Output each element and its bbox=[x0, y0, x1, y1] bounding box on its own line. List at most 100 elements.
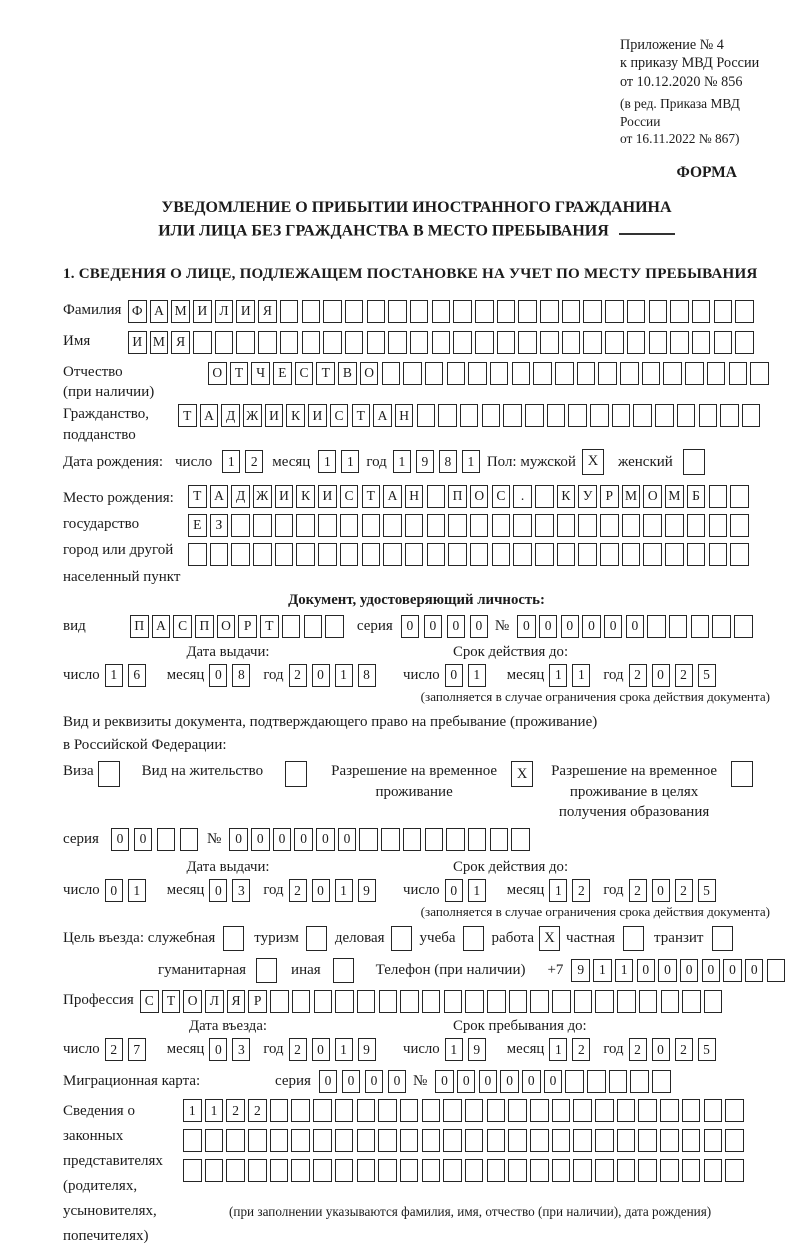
char-cell[interactable] bbox=[530, 1099, 549, 1123]
char-cell[interactable]: П bbox=[195, 614, 214, 638]
char-cell[interactable]: Р bbox=[238, 614, 257, 638]
purpose-work-checkbox[interactable]: X bbox=[539, 926, 561, 952]
char-cell[interactable] bbox=[214, 330, 234, 354]
temp-permit-checkbox[interactable]: X bbox=[511, 761, 534, 788]
char-cell[interactable] bbox=[513, 513, 532, 537]
char-cell[interactable]: 0 bbox=[651, 663, 670, 687]
char-cell[interactable] bbox=[281, 614, 301, 638]
char-cell[interactable]: 0 bbox=[456, 1070, 476, 1094]
char-cell[interactable] bbox=[734, 614, 753, 638]
char-cell[interactable] bbox=[486, 1159, 506, 1183]
char-cell[interactable] bbox=[378, 1099, 397, 1123]
char-cell[interactable] bbox=[676, 404, 696, 428]
char-cell[interactable] bbox=[641, 361, 661, 385]
char-cell[interactable] bbox=[378, 990, 398, 1014]
char-cell[interactable]: 0 bbox=[209, 879, 228, 903]
char-cell[interactable] bbox=[712, 614, 731, 638]
char-cell[interactable]: Д bbox=[221, 404, 240, 428]
char-cell[interactable] bbox=[708, 484, 727, 508]
char-cell[interactable] bbox=[236, 330, 255, 354]
char-cell[interactable] bbox=[686, 542, 706, 566]
char-cell[interactable] bbox=[301, 330, 320, 354]
char-cell[interactable]: 1 bbox=[334, 663, 353, 687]
char-cell[interactable] bbox=[665, 513, 684, 537]
char-cell[interactable] bbox=[468, 361, 487, 385]
char-cell[interactable] bbox=[508, 1159, 527, 1183]
char-cell[interactable] bbox=[706, 361, 726, 385]
char-cell[interactable] bbox=[356, 1129, 375, 1153]
char-cell[interactable] bbox=[725, 1099, 744, 1123]
char-cell[interactable] bbox=[552, 990, 571, 1014]
char-cell[interactable]: 1 bbox=[572, 663, 591, 687]
purpose-official-checkbox[interactable] bbox=[223, 926, 245, 952]
char-cell[interactable] bbox=[735, 330, 754, 354]
char-cell[interactable] bbox=[426, 542, 446, 566]
char-cell[interactable] bbox=[616, 1099, 636, 1123]
char-cell[interactable]: 0 bbox=[444, 663, 463, 687]
char-cell[interactable]: 1 bbox=[127, 879, 146, 903]
char-cell[interactable] bbox=[583, 330, 602, 354]
char-cell[interactable] bbox=[660, 1129, 679, 1153]
char-cell[interactable]: 0 bbox=[316, 828, 335, 852]
char-cell[interactable]: 1 bbox=[318, 450, 337, 474]
char-cell[interactable]: О bbox=[359, 361, 379, 385]
char-cell[interactable]: 2 bbox=[674, 1038, 693, 1062]
char-cell[interactable] bbox=[621, 513, 641, 537]
char-cell[interactable] bbox=[643, 542, 662, 566]
char-cell[interactable]: М bbox=[149, 330, 169, 354]
purpose-other-checkbox[interactable] bbox=[332, 958, 354, 984]
char-cell[interactable] bbox=[626, 299, 646, 323]
char-cell[interactable]: 5 bbox=[697, 879, 716, 903]
char-cell[interactable]: Ж bbox=[253, 484, 272, 508]
char-cell[interactable]: 3 bbox=[232, 1038, 251, 1062]
char-cell[interactable]: О bbox=[469, 484, 489, 508]
char-cell[interactable] bbox=[682, 990, 701, 1014]
char-cell[interactable]: 2 bbox=[288, 879, 307, 903]
char-cell[interactable]: И bbox=[274, 484, 294, 508]
char-cell[interactable] bbox=[652, 1070, 671, 1094]
char-cell[interactable] bbox=[508, 1099, 527, 1123]
char-cell[interactable]: М bbox=[665, 484, 684, 508]
char-cell[interactable]: 0 bbox=[446, 614, 465, 638]
char-cell[interactable] bbox=[269, 1159, 289, 1183]
char-cell[interactable] bbox=[486, 1129, 506, 1153]
char-cell[interactable]: Я bbox=[258, 299, 277, 323]
char-cell[interactable] bbox=[399, 1099, 419, 1123]
char-cell[interactable] bbox=[487, 990, 506, 1014]
char-cell[interactable] bbox=[620, 361, 639, 385]
char-cell[interactable] bbox=[691, 299, 711, 323]
char-cell[interactable]: 5 bbox=[697, 1038, 716, 1062]
char-cell[interactable]: 1 bbox=[183, 1099, 202, 1123]
purpose-transit-checkbox[interactable] bbox=[712, 926, 734, 952]
char-cell[interactable]: 9 bbox=[415, 450, 434, 474]
char-cell[interactable]: Л bbox=[214, 299, 234, 323]
char-cell[interactable] bbox=[660, 990, 679, 1014]
char-cell[interactable] bbox=[231, 542, 250, 566]
char-cell[interactable] bbox=[590, 404, 609, 428]
char-cell[interactable]: . bbox=[513, 484, 532, 508]
char-cell[interactable]: 2 bbox=[628, 879, 647, 903]
char-cell[interactable] bbox=[681, 1129, 701, 1153]
char-cell[interactable] bbox=[421, 1159, 441, 1183]
char-cell[interactable] bbox=[616, 1159, 636, 1183]
char-cell[interactable] bbox=[313, 1159, 332, 1183]
char-cell[interactable] bbox=[535, 542, 554, 566]
char-cell[interactable]: 1 bbox=[341, 450, 360, 474]
char-cell[interactable] bbox=[508, 990, 528, 1014]
char-cell[interactable] bbox=[551, 1129, 571, 1153]
char-cell[interactable] bbox=[525, 404, 544, 428]
char-cell[interactable] bbox=[691, 330, 711, 354]
char-cell[interactable] bbox=[431, 330, 451, 354]
char-cell[interactable] bbox=[446, 361, 466, 385]
char-cell[interactable] bbox=[638, 1129, 657, 1153]
char-cell[interactable]: 1 bbox=[204, 1099, 224, 1123]
char-cell[interactable] bbox=[578, 513, 597, 537]
char-cell[interactable] bbox=[598, 361, 617, 385]
char-cell[interactable] bbox=[446, 828, 465, 852]
char-cell[interactable]: 0 bbox=[517, 614, 536, 638]
char-cell[interactable]: Е bbox=[188, 513, 207, 537]
char-cell[interactable] bbox=[481, 404, 501, 428]
char-cell[interactable]: 0 bbox=[311, 663, 330, 687]
char-cell[interactable]: 1 bbox=[392, 450, 411, 474]
char-cell[interactable] bbox=[296, 542, 315, 566]
